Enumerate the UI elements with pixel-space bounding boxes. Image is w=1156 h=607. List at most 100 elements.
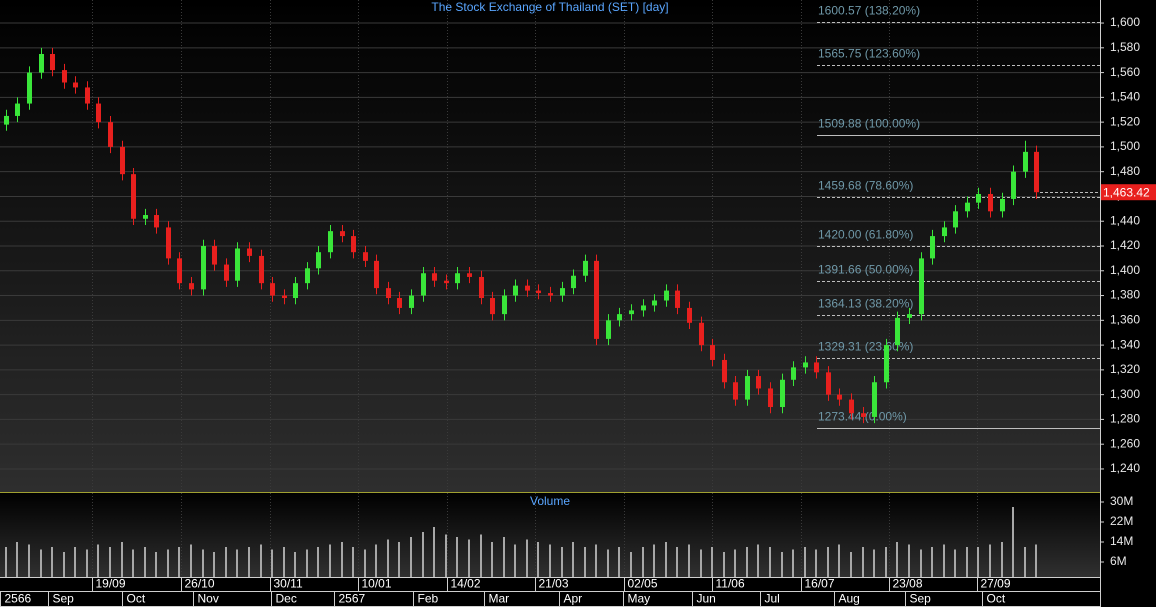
y-tick-label: 1,560 [1110, 65, 1140, 79]
candle-body [201, 246, 206, 290]
month-tick-label: Oct [127, 592, 146, 606]
volume-bar [618, 547, 620, 577]
volume-bar [86, 549, 88, 577]
volume-bar [838, 544, 840, 577]
volume-bar [630, 552, 632, 577]
month-tick-label: Jul [765, 592, 780, 606]
candle-body [282, 295, 287, 299]
volume-bar [595, 544, 597, 577]
candle-body [409, 295, 414, 308]
candle-body [837, 394, 842, 400]
candle-body [421, 273, 426, 296]
volume-bar [74, 547, 76, 577]
candle-body [189, 283, 194, 290]
x-tick-label: 23/08 [893, 577, 923, 591]
volume-bar [827, 547, 829, 577]
volume-bar [943, 544, 945, 577]
candle-body [351, 236, 356, 253]
candle-body [4, 115, 9, 125]
volume-bar [850, 552, 852, 577]
candle-body [687, 307, 692, 323]
candle-body [96, 103, 101, 123]
volume-bar [213, 552, 215, 577]
month-tick-label: Mar [489, 592, 510, 606]
x-tick-label: 14/02 [451, 577, 481, 591]
volume-bar [202, 549, 204, 577]
candle-body [861, 413, 866, 417]
candle-body [780, 379, 785, 408]
candle-body [340, 231, 345, 237]
y-tick-label: 1,440 [1110, 213, 1140, 227]
fib-label: 1565.75 (123.60%) [818, 47, 920, 61]
volume-bar [514, 544, 516, 577]
volume-bar [422, 532, 424, 577]
volume-bar [954, 549, 956, 577]
candle-body [1023, 151, 1028, 172]
y-tick-label: 1,580 [1110, 40, 1140, 54]
volume-bar [271, 549, 273, 577]
volume-bar [977, 547, 979, 577]
fib-label: 1459.68 (78.60%) [818, 179, 913, 193]
volume-bar [757, 544, 759, 577]
candle-body [976, 193, 981, 203]
candle-body [617, 314, 622, 321]
candle-body [259, 255, 264, 284]
month-tick-label: Oct [987, 592, 1006, 606]
x-tick-label: 27/09 [981, 577, 1011, 591]
x-tick-label: 02/05 [628, 577, 658, 591]
x-tick-label: 30/11 [274, 577, 303, 591]
x-tick-label: 21/03 [539, 577, 569, 591]
x-tick-label: 10/01 [362, 577, 392, 591]
volume-bar [989, 544, 991, 577]
x-tick-label: 26/10 [185, 577, 215, 591]
candle-body [444, 280, 449, 284]
candle-body [965, 202, 970, 212]
candle-body [849, 399, 854, 414]
volume-bar [931, 547, 933, 577]
volume-bar [537, 542, 539, 577]
volume-title: Volume [530, 494, 570, 508]
volume-bar [862, 547, 864, 577]
candle-body [166, 227, 171, 259]
volume-bar [746, 547, 748, 577]
volume-bar [97, 544, 99, 577]
candle-body [814, 362, 819, 373]
volume-bar [121, 542, 123, 577]
candle-body [548, 293, 553, 296]
candle-body [513, 285, 518, 296]
fib-label: 1600.57 (138.20%) [818, 4, 920, 18]
fib-label: 1420.00 (61.80%) [818, 228, 913, 242]
volume-bar [260, 544, 262, 577]
month-tick-label: May [628, 592, 651, 606]
candle-body [803, 362, 808, 368]
candle-body [699, 322, 704, 346]
volume-bar [688, 544, 690, 577]
volume-bar [584, 547, 586, 577]
month-tick-label: Sep [910, 592, 932, 606]
y-tick-label: 1,420 [1110, 238, 1140, 252]
volume-bar [966, 547, 968, 577]
candle-body [224, 264, 229, 281]
candle-body [455, 273, 460, 284]
volume-bar [549, 544, 551, 577]
candle-body [490, 298, 495, 315]
candle-body [988, 193, 993, 212]
month-tick-label: Aug [839, 592, 860, 606]
volume-bar [132, 549, 134, 577]
candle-body [629, 310, 634, 315]
candle-body [791, 367, 796, 380]
volume-tick-label: 30M [1110, 494, 1133, 508]
volume-bar [642, 547, 644, 577]
volume-bar [1001, 542, 1003, 577]
candle-body [872, 382, 877, 417]
volume-bar [16, 542, 18, 577]
month-tick-label: 2567 [339, 592, 366, 606]
candle-body [1000, 198, 1005, 212]
candle-body [39, 54, 44, 73]
candle-body [560, 288, 565, 296]
candle-body [733, 382, 738, 400]
volume-bar [653, 544, 655, 577]
volume-bar [769, 547, 771, 577]
candle-body [108, 122, 113, 147]
